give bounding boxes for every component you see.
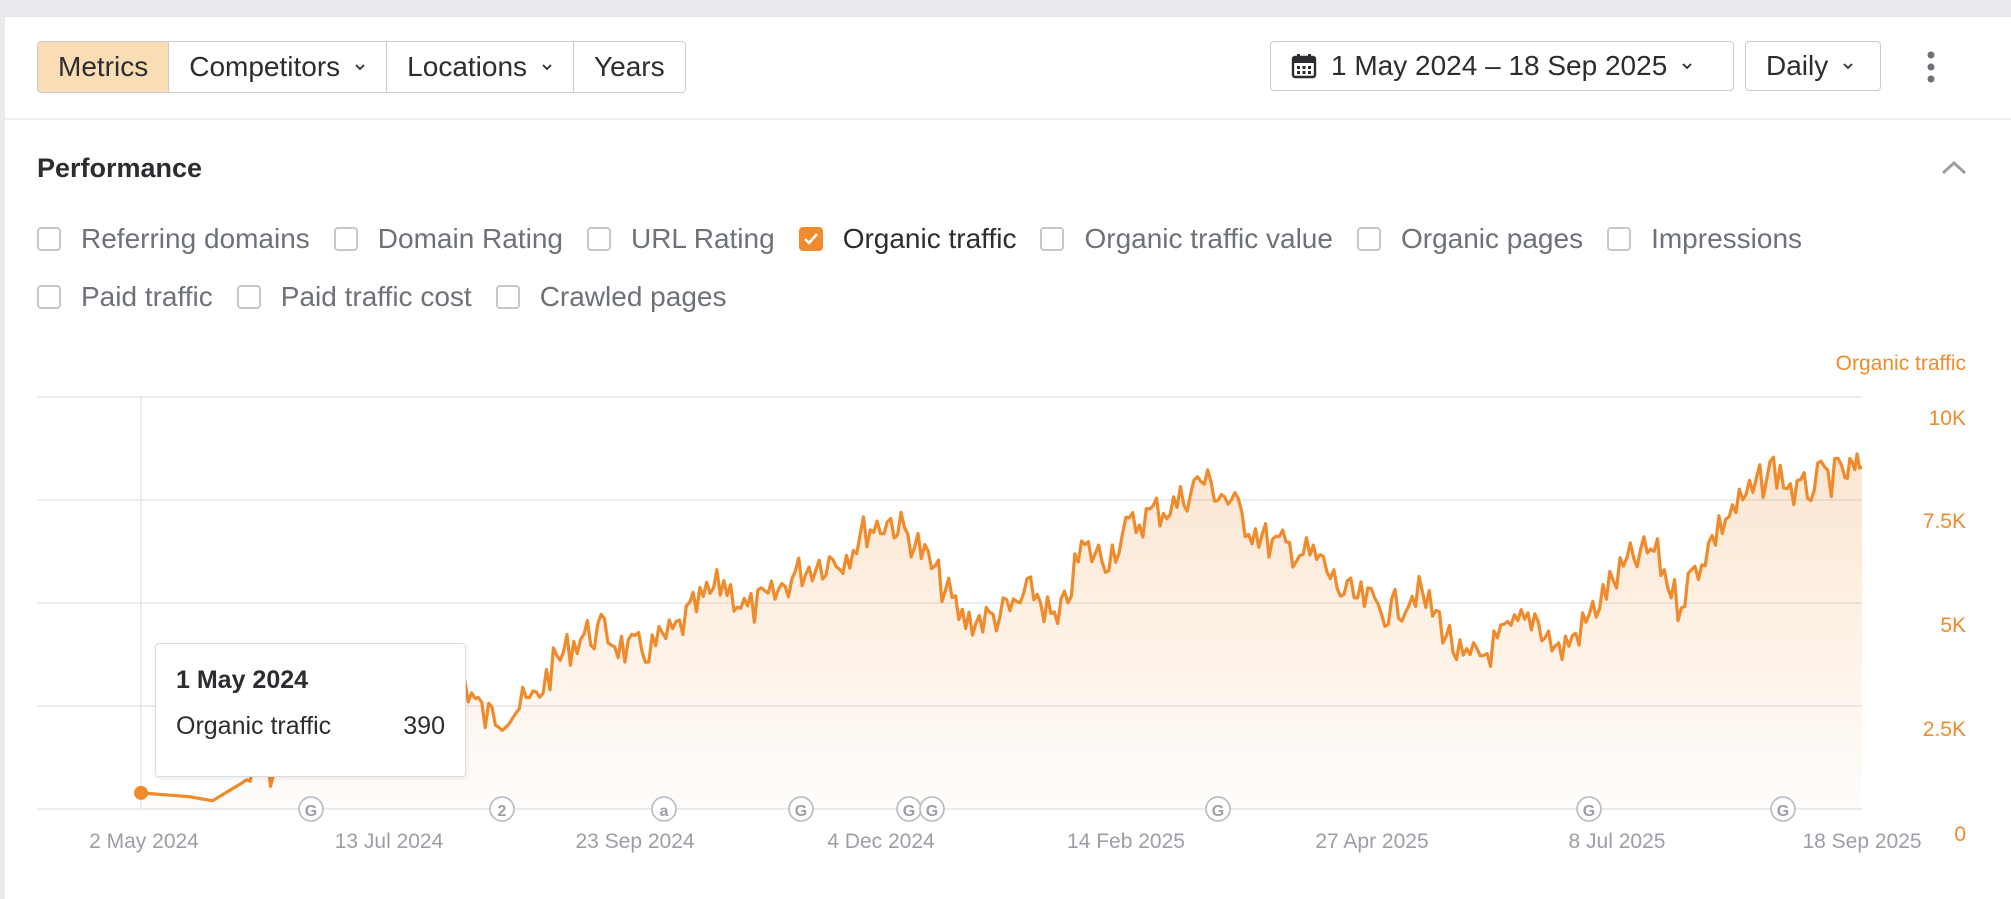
tooltip-metric-label: Organic traffic: [176, 712, 332, 740]
checkbox[interactable]: [1607, 227, 1632, 251]
checkmark-icon: [803, 233, 818, 245]
metric-checkbox-row-1: Referring domains Domain Rating URL Rating…: [37, 223, 1826, 255]
x-tick-label: 27 Apr 2025: [1315, 830, 1428, 853]
metric-label: Referring domains: [81, 223, 310, 254]
metric-label: URL Rating: [630, 223, 775, 254]
competitors-tab-label: Competitors: [189, 51, 341, 82]
metric-toggle-organic-traffic[interactable]: Organic traffic: [798, 223, 1017, 255]
metric-label: Domain Rating: [377, 223, 563, 254]
annotation-marker: [1576, 796, 1602, 822]
x-tick-label: 14 Feb 2025: [1067, 830, 1185, 853]
granularity-label: Daily: [1766, 50, 1829, 81]
highlighted-data-point: [134, 785, 148, 800]
y-tick-label: 5K: [1940, 614, 1966, 637]
annotation-marker: [298, 796, 324, 822]
y-tick-label: 10K: [1929, 407, 1966, 430]
competitors-tab[interactable]: Competitors: [169, 42, 388, 92]
y-tick-label: 7.5K: [1923, 510, 1966, 533]
years-tab-label: Years: [594, 51, 665, 82]
annotation-marker: [919, 796, 945, 822]
annotation-marker: [1770, 796, 1796, 822]
annotation-marker-label: a: [660, 803, 669, 820]
annotation-marker: [489, 796, 515, 822]
metric-toggle-crawled-pages[interactable]: Crawled pages: [495, 281, 727, 313]
checkbox[interactable]: [586, 227, 611, 251]
chevron-down-icon: [355, 64, 365, 71]
annotation-marker-label: G: [926, 803, 938, 820]
metric-label: Paid traffic: [81, 281, 213, 312]
tooltip-date: 1 May 2024: [176, 666, 309, 694]
y-tick-label: 0: [1954, 823, 1966, 846]
metric-label: Impressions: [1651, 223, 1803, 254]
checkbox-checked[interactable]: [798, 227, 823, 251]
checkbox[interactable]: [1040, 227, 1065, 251]
metric-toggle-domain-rating[interactable]: Domain Rating: [333, 223, 563, 255]
checkbox[interactable]: [1356, 227, 1381, 251]
years-tab[interactable]: Years: [574, 42, 685, 92]
x-tick-label: 2 May 2024: [89, 830, 199, 853]
annotation-marker-label: G: [1777, 803, 1789, 820]
chevron-down-icon: [1682, 63, 1692, 70]
series-area: [141, 453, 1862, 809]
metrics-tab-label: Metrics: [58, 51, 149, 82]
checkbox[interactable]: [236, 285, 261, 309]
metric-label: Paid traffic cost: [280, 281, 472, 312]
granularity-select[interactable]: Daily: [1745, 41, 1881, 91]
chevron-down-icon: [542, 64, 552, 71]
annotation-marker-label: G: [795, 803, 807, 820]
checkbox[interactable]: [37, 285, 61, 309]
annotation-marker: [651, 796, 677, 822]
date-range-label: 1 May 2024 – 18 Sep 2025: [1331, 50, 1668, 81]
metric-toggle-paid-traffic-cost[interactable]: Paid traffic cost: [236, 281, 472, 313]
annotation-marker: [1205, 796, 1231, 822]
metric-label: Organic traffic: [842, 223, 1017, 254]
performance-title: Performance: [37, 153, 203, 183]
metric-label: Organic traffic value: [1084, 223, 1333, 254]
toolbar: Metrics Competitors Locations Years: [5, 17, 2011, 120]
view-segmented-control: Metrics Competitors Locations Years: [37, 41, 686, 93]
metric-checkbox-row-2: Paid traffic Paid traffic cost Crawled pag…: [37, 281, 750, 313]
tooltip-metric-value: 390: [403, 712, 445, 740]
annotation-marker-label: G: [305, 803, 317, 820]
annotation-marker-label: G: [903, 803, 915, 820]
y-tick-label: 2.5K: [1923, 718, 1966, 741]
metric-toggle-url-rating[interactable]: URL Rating: [586, 223, 775, 255]
metric-toggle-organic-traffic-value[interactable]: Organic traffic value: [1040, 223, 1333, 255]
metric-label: Organic pages: [1400, 223, 1584, 254]
chevron-up-icon[interactable]: [1937, 155, 1971, 181]
date-range-picker[interactable]: 1 May 2024 – 18 Sep 2025: [1270, 41, 1734, 91]
metrics-tab[interactable]: Metrics: [38, 42, 170, 92]
metric-toggle-organic-pages[interactable]: Organic pages: [1356, 223, 1584, 255]
x-tick-label: 8 Jul 2025: [1569, 830, 1666, 853]
calendar-icon: [1291, 54, 1317, 79]
x-tick-label: 23 Sep 2024: [575, 830, 694, 853]
metric-label: Crawled pages: [539, 281, 727, 312]
annotation-marker-label: G: [1583, 803, 1595, 820]
more-options-icon[interactable]: [1921, 47, 1941, 87]
x-tick-label: 13 Jul 2024: [335, 830, 444, 853]
x-tick-label: 4 Dec 2024: [827, 830, 935, 853]
y-axis-title: Organic traffic: [1836, 352, 1966, 375]
chart-tooltip: 1 May 2024 Organic traffic 390: [155, 643, 466, 777]
checkbox[interactable]: [333, 227, 358, 251]
metric-toggle-impressions[interactable]: Impressions: [1607, 223, 1802, 255]
metric-toggle-referring-domains[interactable]: Referring domains: [37, 223, 310, 255]
metric-toggle-paid-traffic[interactable]: Paid traffic: [37, 281, 213, 313]
checkbox[interactable]: [495, 285, 520, 309]
annotation-marker-label: G: [1212, 803, 1224, 820]
annotation-marker-label: 2: [498, 803, 507, 820]
chevron-down-icon: [1843, 63, 1853, 70]
locations-tab-label: Locations: [407, 51, 528, 82]
checkbox[interactable]: [37, 227, 61, 251]
x-tick-label: 18 Sep 2025: [1802, 830, 1921, 853]
annotation-marker: [788, 796, 814, 822]
locations-tab[interactable]: Locations: [387, 42, 575, 92]
